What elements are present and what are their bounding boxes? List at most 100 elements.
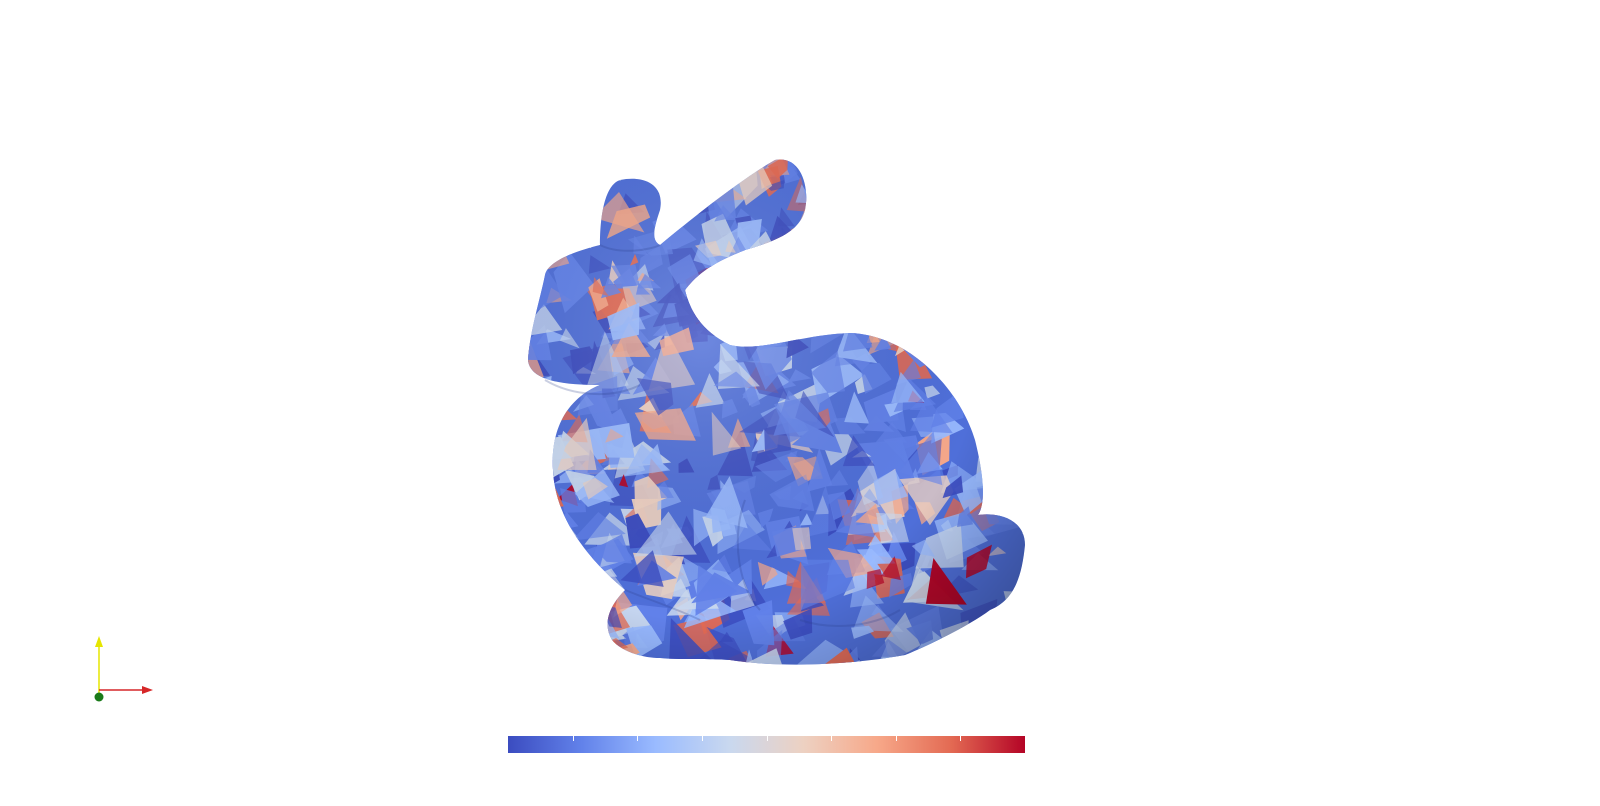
mesh-face: [1021, 524, 1025, 538]
mesh-face: [577, 561, 593, 576]
mesh-face: [1000, 296, 1025, 316]
mesh-face: [758, 295, 798, 321]
mesh-face: [744, 323, 766, 346]
mesh-face: [528, 629, 568, 665]
mesh-face: [701, 159, 736, 178]
mesh-face: [535, 175, 572, 221]
mesh-face: [991, 612, 1025, 649]
mesh-face: [608, 168, 622, 182]
mesh-face: [976, 249, 1013, 295]
mesh-face: [1012, 588, 1025, 599]
mesh-face: [878, 227, 935, 257]
mesh-face: [978, 159, 1024, 180]
mesh-face: [718, 173, 737, 189]
mesh-face: [1022, 461, 1025, 490]
mesh-face: [903, 198, 951, 235]
mesh-face: [528, 375, 552, 402]
mesh-face: [508, 306, 525, 323]
mesh-face: [834, 162, 854, 174]
mesh-face: [832, 259, 843, 276]
mesh-face: [528, 618, 555, 665]
mesh-face: [613, 162, 625, 178]
mesh-face: [592, 600, 608, 618]
mesh-face: [954, 254, 1004, 308]
mesh-face: [901, 236, 912, 245]
mesh-face: [983, 459, 992, 472]
mesh-face: [1010, 251, 1025, 299]
color-legend-tick: [766, 736, 768, 741]
mesh-face: [528, 254, 533, 283]
mesh-face: [528, 179, 531, 197]
mesh-face: [867, 188, 897, 205]
mesh-face: [844, 196, 876, 237]
mesh-face: [983, 470, 1015, 508]
mesh-face: [993, 235, 1025, 261]
mesh-face: [590, 634, 606, 651]
mesh-face: [528, 437, 531, 478]
mesh-face: [1000, 606, 1019, 616]
mesh-face: [916, 296, 967, 345]
mesh-face: [539, 605, 584, 650]
mesh-face: [661, 159, 692, 186]
mesh-face: [900, 219, 938, 247]
mesh-face: [528, 646, 539, 663]
mesh-face: [660, 159, 692, 191]
x-axis-arrow: [142, 686, 153, 694]
mesh-face: [960, 159, 978, 166]
mesh-face: [922, 289, 962, 344]
mesh-face: [1001, 371, 1025, 406]
mesh-face: [681, 159, 714, 170]
color-legend-tick: [637, 736, 639, 741]
mesh-face: [838, 200, 862, 227]
mesh-face: [994, 159, 1025, 203]
mesh-face: [915, 644, 947, 665]
mesh-face: [1003, 600, 1025, 626]
mesh-face: [1006, 360, 1025, 397]
mesh-face: [528, 535, 541, 582]
mesh-face: [965, 335, 976, 349]
mesh-face: [767, 244, 798, 278]
mesh-face: [930, 192, 954, 229]
mesh-face: [958, 159, 994, 165]
mesh-face: [849, 194, 873, 218]
mesh-face: [981, 286, 1011, 310]
mesh-face: [867, 252, 902, 301]
mesh-face: [988, 437, 1025, 490]
mesh-face: [528, 236, 542, 266]
mesh-face: [715, 306, 744, 336]
mesh-face: [696, 159, 726, 179]
mesh-face: [648, 159, 686, 176]
mesh-face: [1018, 454, 1025, 497]
mesh-face: [1015, 482, 1025, 497]
mesh-face: [1003, 159, 1021, 179]
mesh-face: [546, 604, 587, 643]
mesh-face: [528, 193, 542, 237]
mesh-face: [937, 159, 974, 174]
mesh-face: [922, 185, 942, 204]
mesh-face: [827, 220, 864, 246]
mesh-face: [794, 248, 819, 273]
mesh-face: [654, 162, 675, 194]
mesh-face: [983, 309, 999, 322]
mesh-face: [837, 177, 848, 191]
mesh-face: [515, 518, 528, 532]
mesh-face: [532, 632, 563, 661]
mesh-face: [793, 212, 851, 260]
mesh-face: [929, 167, 975, 209]
mesh-face: [1027, 226, 1052, 258]
mesh-face: [533, 559, 579, 603]
mesh-face: [654, 661, 689, 665]
mesh-face: [528, 166, 534, 181]
mesh-face: [528, 607, 544, 654]
mesh-face: [813, 250, 834, 276]
mesh-face: [565, 658, 592, 665]
mesh-face: [528, 512, 541, 557]
mesh-face: [975, 182, 1006, 209]
mesh-face: [836, 159, 857, 163]
mesh-face: [540, 582, 559, 603]
mesh-face: [1032, 584, 1040, 599]
mesh-face: [991, 169, 1009, 190]
mesh-face: [937, 166, 952, 181]
